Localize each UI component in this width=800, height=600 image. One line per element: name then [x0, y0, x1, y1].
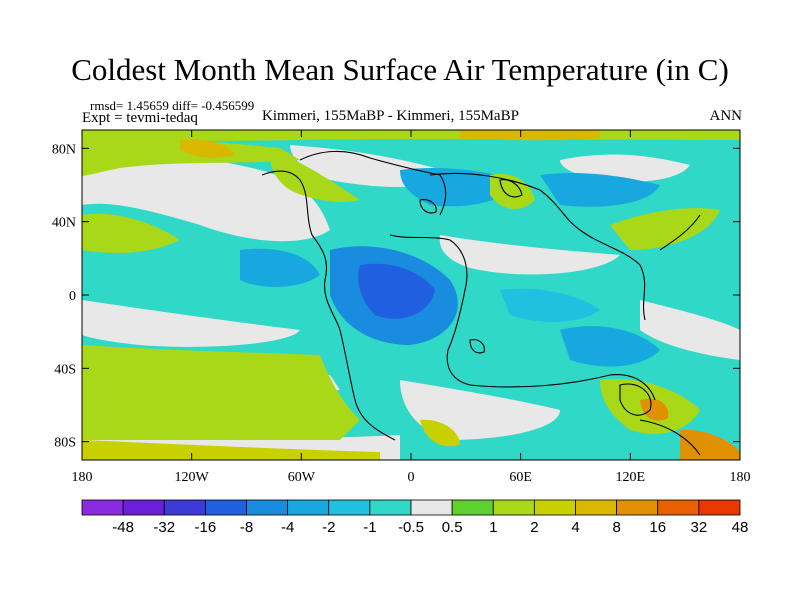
colorbar-swatch	[328, 499, 371, 516]
island-2	[499, 179, 523, 198]
colorbar-label: 48	[732, 519, 749, 536]
field-green-4	[82, 345, 360, 440]
colorbar-label: -1	[363, 519, 376, 536]
coastline-west	[261, 170, 396, 441]
field-white-2	[82, 300, 300, 347]
colorbar-swatch	[369, 499, 412, 516]
colorbar-label: -16	[195, 519, 217, 536]
lat-tick-label: 40S	[54, 362, 76, 377]
colorbar-label: -32	[153, 519, 175, 536]
colorbar-swatch	[533, 499, 576, 516]
field-yellow-2	[180, 139, 235, 158]
field-orange-1	[640, 398, 669, 421]
field-white-6	[439, 235, 620, 275]
map-title: Coldest Month Mean Surface Air Temperatu…	[71, 52, 729, 87]
colorbar-label: -0.5	[398, 519, 424, 536]
field-blue-6	[560, 326, 660, 367]
field-blue-5	[540, 173, 660, 207]
lat-tick-label: 80N	[52, 142, 76, 157]
colorbar-swatch	[122, 499, 165, 516]
lon-tick-label: 120W	[175, 470, 210, 485]
colorbar-swatch	[698, 499, 741, 516]
colorbar-label: 32	[691, 519, 708, 536]
field-green-6	[610, 208, 720, 250]
field-white-1	[82, 154, 330, 242]
anomaly-field	[82, 130, 740, 460]
colorbar-swatch	[81, 499, 124, 516]
colorbar-swatch	[451, 499, 494, 516]
colorbar-swatch	[163, 499, 206, 516]
stats-text: rmsd= 1.45659 diff= -0.456599	[90, 98, 255, 113]
colorbar-swatch	[287, 499, 330, 516]
field-orange-2	[680, 429, 740, 460]
lat-tick-label: 0	[69, 289, 76, 304]
colorbar-label: -4	[281, 519, 294, 536]
colorbar-label: 8	[612, 519, 620, 536]
field-green-2	[269, 150, 360, 202]
colorbar-label: 4	[571, 519, 579, 536]
colorbar-label: -48	[112, 519, 134, 536]
field-white-9	[640, 300, 740, 360]
lat-tick-label: 80S	[54, 436, 76, 451]
field-blue-2	[358, 263, 435, 319]
coastline-northeast	[659, 214, 701, 251]
field-yellow-1	[82, 440, 380, 460]
colorbar-label: 16	[649, 519, 666, 536]
colorbar-label: 2	[530, 519, 538, 536]
season-label: ANN	[709, 108, 743, 124]
field-blue-3	[240, 248, 320, 287]
field-yellow-4	[420, 419, 460, 447]
subtitle-text: Kimmeri, 155MaBP - Kimmeri, 155MaBP	[262, 108, 519, 124]
field-green-1	[82, 137, 300, 176]
colorbar-label: 1	[489, 519, 497, 536]
lon-tick-label: 0	[408, 470, 415, 485]
colorbar-label: -8	[240, 519, 253, 536]
island-4	[469, 339, 485, 354]
field-yellow-3	[460, 130, 600, 141]
colorbar-label: 0.5	[442, 519, 463, 536]
island-3	[419, 199, 437, 214]
colorbar: -48 -32 -16 -8 -4 -2 -1 -0.5 0.5 1 2 4 8 16 32 48	[81, 499, 749, 536]
colorbar-label: -2	[322, 519, 335, 536]
lon-tick-label: 60W	[288, 470, 316, 485]
colorbar-swatch	[204, 499, 247, 516]
lat-tick-label: 40N	[52, 216, 76, 231]
lon-tick-label: 180	[72, 470, 93, 485]
coastlines	[261, 150, 701, 456]
field-green-3	[82, 213, 180, 253]
colorbar-swatch	[657, 499, 700, 516]
lon-tick-label: 120E	[616, 470, 646, 485]
island-1	[619, 383, 652, 416]
colorbar-swatch	[575, 499, 618, 516]
coastline-south	[469, 374, 656, 401]
coastline-central	[389, 234, 471, 386]
colorbar-swatch	[492, 499, 535, 516]
coastline-southeast	[639, 419, 701, 456]
coastline-north	[299, 150, 447, 216]
colorbar-swatch	[410, 499, 453, 516]
field-blue-7	[500, 288, 600, 322]
colorbar-swatch	[616, 499, 659, 516]
lon-tick-label: 60E	[509, 470, 532, 485]
map-ticks: 180 120W 60W 0 60E 120E 180 80N 40N 0 40S 80S	[52, 130, 751, 485]
experiment-text: Expt = tevmi-tedaq	[82, 110, 198, 126]
coastline-east	[429, 172, 646, 321]
lon-tick-label: 180	[730, 470, 751, 485]
field-green-5	[490, 173, 535, 210]
colorbar-swatch	[246, 499, 289, 516]
